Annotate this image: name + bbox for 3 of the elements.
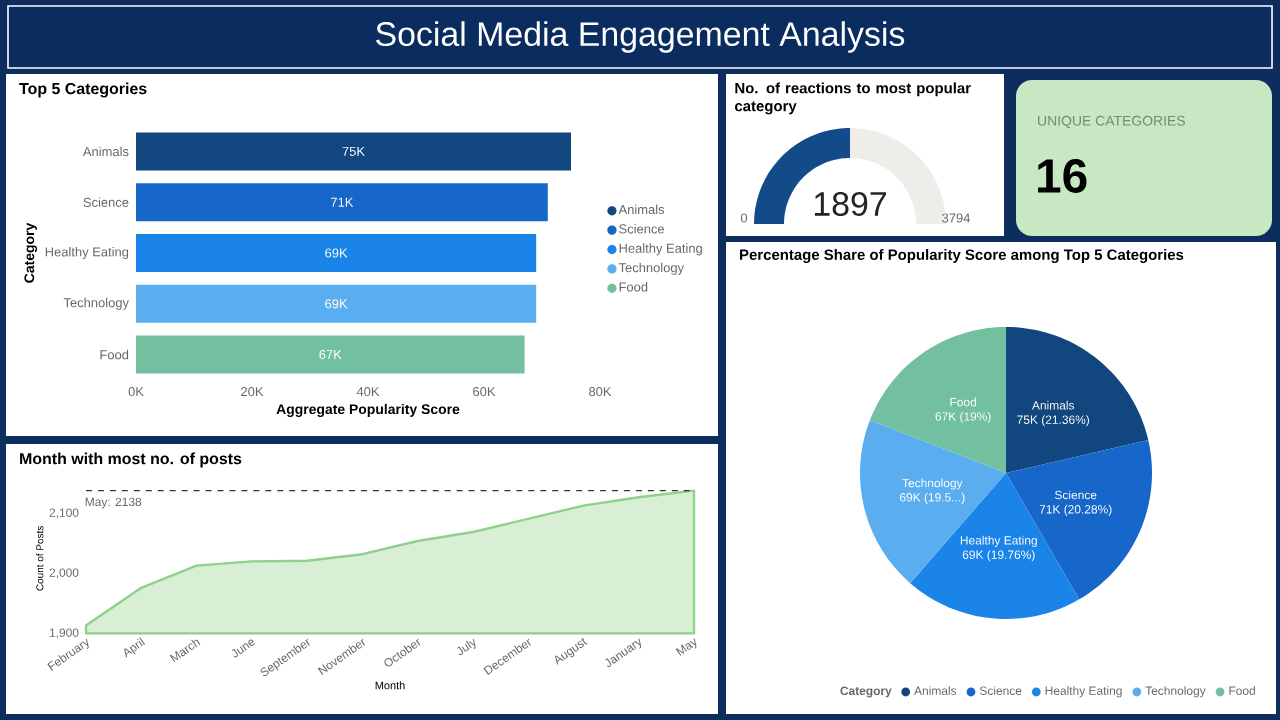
- data-label: 1897: [814, 192, 886, 216]
- text: Social Media Engagement Analysis: [376, 21, 905, 53]
- text: 16: [1038, 159, 1087, 193]
